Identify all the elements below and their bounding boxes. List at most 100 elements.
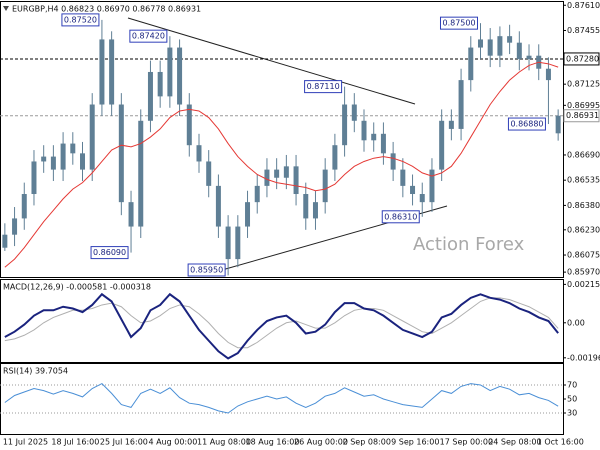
candle-body (89, 104, 95, 170)
candle-body (177, 47, 183, 105)
candle-body (157, 71, 163, 97)
candle-body (264, 169, 270, 186)
x-tick-label: 26 Aug 00:00 (294, 438, 348, 447)
price-level-box (563, 109, 600, 123)
x-tick-label: 18 Aug 16:00 (246, 438, 300, 447)
candle-body (245, 202, 251, 227)
candle-body (138, 120, 144, 227)
extreme-box (304, 80, 343, 94)
candle-body (70, 143, 76, 154)
x-tick-label: 17 Sep 00:00 (440, 438, 493, 447)
price-level-label: 0.87280 (566, 54, 599, 63)
candle-body (186, 104, 192, 146)
y-tick-label: 0.87610 (567, 1, 600, 10)
y-tick-label: 0.86230 (567, 225, 600, 234)
extreme-label: 0.86090 (93, 248, 126, 257)
candle-body (206, 161, 212, 186)
x-tick-label: 1 Oct 16:00 (537, 438, 584, 447)
candle-body (303, 194, 309, 219)
moving-average (4, 61, 559, 268)
macd-panel (0, 279, 564, 363)
candle-body (80, 153, 86, 170)
macd-title: MACD(12,26,9) -0.000581 -0.000318 (3, 283, 151, 292)
y-tick-label: 30 (567, 409, 577, 418)
price-level-box (563, 52, 600, 66)
y-tick-label: 0.86535 (567, 176, 600, 185)
candle-body (439, 120, 445, 170)
candle-body (429, 169, 435, 203)
candle-body (555, 115, 561, 134)
y-tick-label: 0.87125 (567, 80, 600, 89)
extreme-label: 0.87500 (442, 19, 475, 28)
candle-body (351, 104, 357, 121)
extreme-box (507, 117, 546, 131)
extreme-label: 0.85950 (190, 266, 223, 275)
y-tick-label: 0.86995 (567, 101, 600, 110)
y-tick-label: -0.001965 (567, 353, 600, 362)
candle-body (410, 185, 416, 195)
candle-body (400, 169, 406, 186)
candle-body (390, 153, 396, 170)
candle-body (516, 42, 522, 59)
candle-body (254, 185, 260, 203)
y-tick-label: 0.002155 (567, 280, 600, 289)
y-tick-label: 0.86690 (567, 150, 600, 159)
candle-body (215, 185, 221, 227)
candle-body (380, 133, 386, 154)
candle-body (21, 194, 27, 219)
candle-body (545, 68, 551, 81)
header-icon (3, 6, 9, 11)
candle-body (31, 161, 37, 195)
candle-body (99, 39, 105, 105)
extreme-box (129, 29, 168, 43)
candle-body (147, 71, 153, 121)
rsi-title: RSI(14) 39.7054 (3, 367, 68, 376)
candle-body (487, 39, 493, 56)
y-tick-label: 0.86380 (567, 201, 600, 210)
candle-body (167, 47, 173, 97)
extreme-label: 0.87520 (64, 15, 97, 24)
extreme-label: 0.87420 (132, 32, 165, 41)
x-tick-label: 11 Aug 08:00 (197, 438, 251, 447)
extreme-label: 0.86880 (510, 120, 543, 129)
candle-body (2, 234, 8, 248)
candle-body (41, 156, 47, 162)
indicator-line (4, 297, 559, 349)
y-tick-label: 0.86075 (567, 251, 600, 260)
y-tick-label: 0.85970 (567, 268, 600, 277)
chart-header: EURGBP,H4 0.86823 0.86970 0.86778 0.8693… (12, 5, 201, 14)
candle-body (497, 36, 503, 56)
extreme-label: 0.86310 (384, 212, 417, 221)
candle-body (225, 226, 231, 260)
candle-body (196, 145, 202, 162)
y-tick-label: 0.00 (567, 318, 585, 327)
x-tick-label: 18 Jul 16:00 (51, 438, 99, 447)
candle-body (448, 120, 454, 129)
candle-body (118, 104, 124, 203)
extreme-box (187, 263, 226, 277)
candle-body (419, 194, 425, 203)
x-tick-label: 25 Jul 16:00 (100, 438, 148, 447)
y-tick-label: 50 (567, 395, 577, 404)
candle-body (468, 47, 474, 81)
candle-body (274, 169, 280, 178)
candle-body (109, 39, 115, 105)
candle-body (235, 226, 241, 260)
extreme-box (381, 210, 420, 224)
candle-body (283, 166, 289, 178)
candle-body (371, 133, 377, 141)
extreme-label: 0.87110 (307, 82, 340, 91)
trendline (127, 17, 416, 105)
candle-body (332, 145, 338, 170)
candle-body (361, 120, 367, 141)
x-tick-label: 9 Sep 16:00 (391, 438, 439, 447)
candle-body (458, 80, 464, 129)
y-tick-label: 70 (567, 381, 577, 390)
indicator-line (4, 292, 559, 360)
price-panel (0, 1, 564, 278)
x-tick-label: 11 Jul 2025 (3, 438, 48, 447)
candle-body (526, 55, 532, 59)
